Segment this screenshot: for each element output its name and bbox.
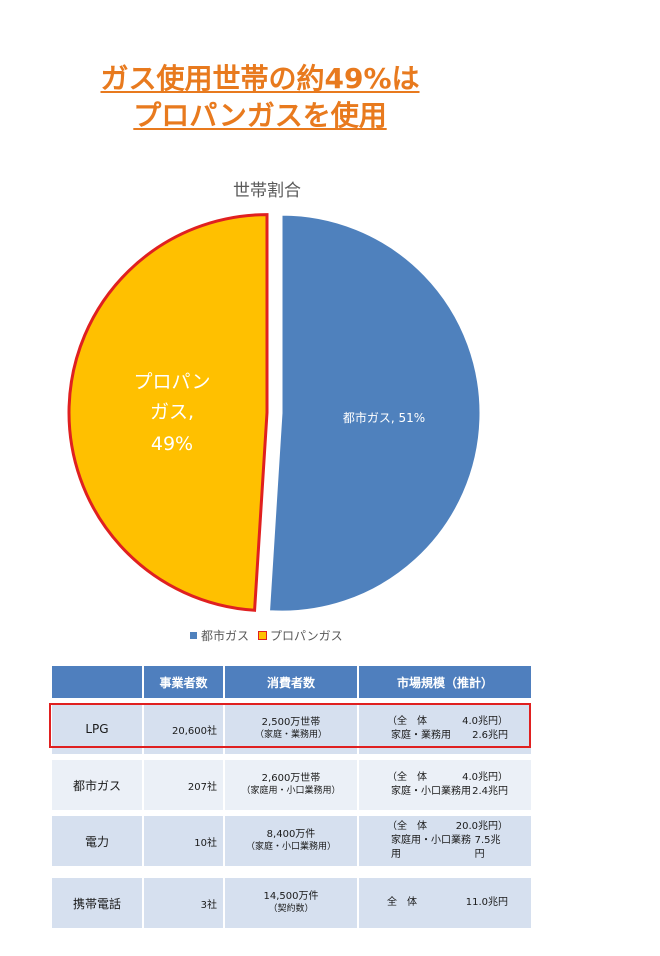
row-name: 都市ガス bbox=[52, 760, 144, 810]
market-total-label: 全 体 bbox=[387, 897, 417, 908]
consumers-note: （家庭用・小口業務用） bbox=[241, 786, 341, 796]
market-segment-label: 家庭用・小口業務用 bbox=[391, 835, 471, 860]
data-label-propane-line-1: プロパン bbox=[134, 371, 211, 393]
table-row-mobile-phone: 携帯電話 3社 14,500万件 （契約数） 全 体 11.0兆円 bbox=[52, 878, 531, 928]
consumers-value: 2,500万世帯 bbox=[261, 717, 321, 728]
market-segment-value: 7.5兆円 bbox=[474, 835, 501, 860]
market-total-value: 4.0兆円） bbox=[462, 716, 508, 727]
chart-legend: 都市ガス プロパンガス bbox=[190, 627, 353, 644]
table-header-row: 事業者数 消費者数 市場規模（推計） bbox=[52, 666, 531, 698]
row-operators: 20,600社 bbox=[143, 704, 225, 754]
headline-line-2: プロパンガスを使用 bbox=[133, 99, 387, 132]
consumers-value: 2,600万世帯 bbox=[261, 773, 321, 784]
data-label-city-gas: 都市ガス, 51% bbox=[343, 410, 425, 425]
legend-swatch-city-gas bbox=[190, 632, 197, 639]
row-market-size: （全 体 20.0兆円） 家庭用・小口業務用 7.5兆円 bbox=[358, 816, 531, 866]
header-operators: 事業者数 bbox=[143, 666, 225, 698]
row-consumers: 2,600万世帯 （家庭用・小口業務用） bbox=[224, 760, 359, 810]
header-market-size: 市場規模（推計） bbox=[358, 666, 531, 698]
consumers-note: （家庭・業務用） bbox=[254, 730, 327, 740]
legend-item-city-gas: 都市ガス bbox=[190, 627, 249, 644]
table-row-lpg: LPG 20,600社 2,500万世帯 （家庭・業務用） （全 体 4.0兆円）… bbox=[52, 704, 531, 754]
pie-slice-propane-gas bbox=[67, 213, 269, 612]
header-consumers: 消費者数 bbox=[224, 666, 359, 698]
row-market-size: 全 体 11.0兆円 bbox=[358, 878, 531, 928]
legend-label-city-gas: 都市ガス bbox=[201, 629, 250, 643]
market-total-label: （全 体 bbox=[387, 772, 427, 783]
row-market-size: （全 体 4.0兆円） 家庭・業務用 2.6兆円 bbox=[358, 704, 531, 754]
row-name: 携帯電話 bbox=[52, 878, 144, 928]
market-total-value: 11.0兆円 bbox=[465, 897, 508, 908]
row-operators: 3社 bbox=[143, 878, 225, 928]
market-total-value: 20.0兆円） bbox=[455, 821, 508, 832]
market-total-label: （全 体 bbox=[387, 716, 427, 727]
market-segment-label: 家庭・業務用 bbox=[391, 730, 451, 741]
row-market-size: （全 体 4.0兆円） 家庭・小口業務用 2.4兆円 bbox=[358, 760, 531, 810]
pie-chart: 世帯割合 都市ガス, 51% プロパン ガス, 49% bbox=[67, 181, 481, 612]
header-blank bbox=[52, 666, 144, 698]
table-row-city-gas: 都市ガス 207社 2,600万世帯 （家庭用・小口業務用） （全 体 4.0兆円… bbox=[52, 760, 531, 810]
consumers-note: （契約数） bbox=[268, 904, 314, 914]
market-segment-value: 2.4兆円 bbox=[472, 786, 508, 797]
consumers-note: （家庭・小口業務用） bbox=[245, 842, 336, 852]
row-name: LPG bbox=[52, 704, 144, 754]
market-comparison-table: 事業者数 消費者数 市場規模（推計） LPG 20,600社 2,500万世帯 … bbox=[52, 666, 531, 928]
headline-line-1: ガス使用世帯の約49%は bbox=[100, 62, 420, 95]
chart-title: 世帯割合 bbox=[233, 181, 301, 201]
legend-label-propane-gas: プロパンガス bbox=[270, 629, 343, 643]
consumers-value: 8,400万件 bbox=[266, 829, 316, 840]
row-operators: 10社 bbox=[143, 816, 225, 866]
market-segment-value: 2.6兆円 bbox=[472, 730, 508, 741]
market-total-value: 4.0兆円） bbox=[462, 772, 508, 783]
legend-item-propane-gas: プロパンガス bbox=[258, 627, 343, 644]
row-consumers: 14,500万件 （契約数） bbox=[224, 878, 359, 928]
table-row-electricity: 電力 10社 8,400万件 （家庭・小口業務用） （全 体 20.0兆円） 家庭… bbox=[52, 816, 531, 866]
market-segment-label: 家庭・小口業務用 bbox=[391, 786, 471, 797]
consumers-value: 14,500万件 bbox=[263, 891, 319, 902]
row-operators: 207社 bbox=[143, 760, 225, 810]
row-consumers: 2,500万世帯 （家庭・業務用） bbox=[224, 704, 359, 754]
pie-slice-city-gas bbox=[269, 214, 481, 612]
data-label-propane-line-3: 49% bbox=[151, 433, 193, 455]
legend-swatch-propane-gas bbox=[258, 631, 268, 640]
row-name: 電力 bbox=[52, 816, 144, 866]
market-total-label: （全 体 bbox=[387, 821, 427, 832]
data-label-propane-line-2: ガス, bbox=[150, 401, 194, 423]
row-consumers: 8,400万件 （家庭・小口業務用） bbox=[224, 816, 359, 866]
